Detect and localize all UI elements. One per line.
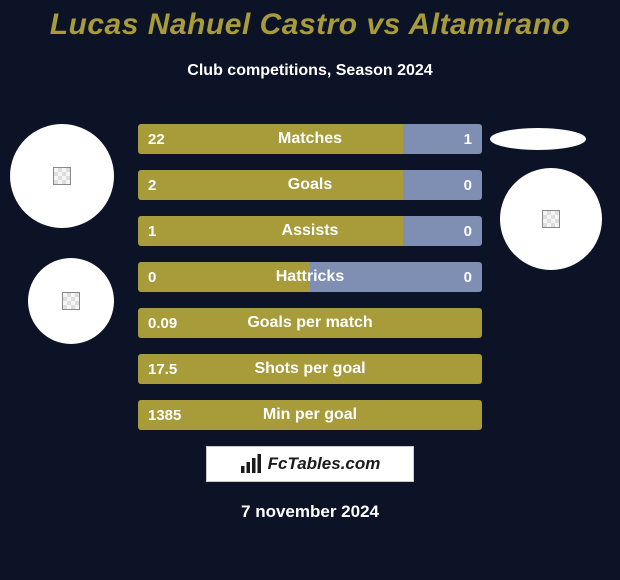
stat-row: Shots per goal17.5 xyxy=(138,354,482,384)
stat-value-left: 1 xyxy=(138,216,166,246)
stat-label: Hattricks xyxy=(138,262,482,292)
stat-value-left: 1385 xyxy=(138,400,191,430)
logo-text: FcTables.com xyxy=(268,454,381,474)
stat-row: Assists1 0 xyxy=(138,216,482,246)
stat-row: Goals per match0.09 xyxy=(138,308,482,338)
bars-icon xyxy=(240,454,262,474)
stat-value-left: 2 xyxy=(138,170,166,200)
stat-value-right: 0 xyxy=(454,216,482,246)
stat-value-right: 0 xyxy=(454,170,482,200)
stat-value-left: 22 xyxy=(138,124,175,154)
stat-row: Matches22 1 xyxy=(138,124,482,154)
fctables-logo: FcTables.com xyxy=(206,446,414,482)
stat-label: Shots per goal xyxy=(138,354,482,384)
stat-value-left: 0.09 xyxy=(138,308,187,338)
stat-row: Hattricks0 0 xyxy=(138,262,482,292)
stat-value-right: 0 xyxy=(454,262,482,292)
player-left-avatar-1 xyxy=(10,124,114,228)
stat-label: Goals xyxy=(138,170,482,200)
stat-label: Assists xyxy=(138,216,482,246)
decorative-ellipse xyxy=(490,128,586,150)
stat-label: Goals per match xyxy=(138,308,482,338)
stat-row: Min per goal1385 xyxy=(138,400,482,430)
stat-row: Goals2 0 xyxy=(138,170,482,200)
stats-panel: Matches221Goals20Assists10Hattricks00Goa… xyxy=(138,124,482,446)
placeholder-icon xyxy=(542,210,560,228)
placeholder-icon xyxy=(53,167,71,185)
stat-label: Matches xyxy=(138,124,482,154)
placeholder-icon xyxy=(62,292,80,310)
stat-value-right: 1 xyxy=(454,124,482,154)
page-subtitle: Club competitions, Season 2024 xyxy=(0,62,620,80)
stat-value-left: 17.5 xyxy=(138,354,187,384)
footer-date: 7 november 2024 xyxy=(0,502,620,522)
player-left-avatar-2 xyxy=(28,258,114,344)
stat-value-left: 0 xyxy=(138,262,166,292)
player-right-avatar xyxy=(500,168,602,270)
page-title: Lucas Nahuel Castro vs Altamirano xyxy=(0,8,620,42)
